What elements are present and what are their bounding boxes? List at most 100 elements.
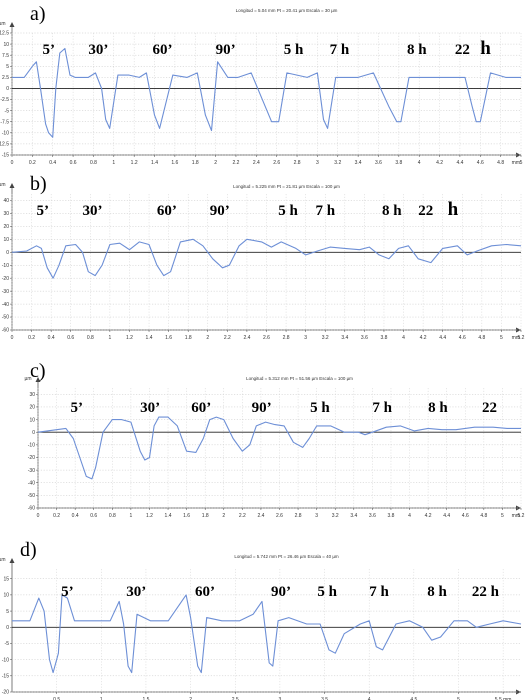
x-tick-label: 3.2 bbox=[332, 513, 339, 519]
x-tick-label: 5.5 mm bbox=[495, 697, 512, 700]
x-tick-label: 4.4 bbox=[439, 335, 446, 341]
time-annotation: 90’ bbox=[216, 42, 236, 58]
time-annotation: h bbox=[480, 38, 491, 59]
y-tick-label: 10 bbox=[3, 237, 9, 243]
y-tick-label: 2.5 bbox=[2, 75, 9, 81]
x-tick-label: 2.2 bbox=[224, 335, 231, 341]
x-tick-label: 2.2 bbox=[232, 160, 239, 166]
y-tick-label: 5 bbox=[6, 609, 9, 615]
panel-d: 15 10 5 0 -5 -10 -15 -20 0.5 1 1.5 2 2.5 3 3.5 4 4.5 5 5.5… bbox=[0, 539, 522, 700]
x-tick-label: 2.4 bbox=[257, 513, 264, 519]
x-unit-label: mm bbox=[512, 160, 520, 166]
x-tick-label: 2.8 bbox=[295, 513, 302, 519]
y-tick-label: -7.5 bbox=[0, 119, 9, 125]
y-tick-label: -20 bbox=[28, 455, 35, 461]
x-tick-label: 2 bbox=[214, 160, 217, 166]
x-tick-label: 3 bbox=[315, 513, 318, 519]
x-tick-label: 0 bbox=[11, 335, 14, 341]
time-annotation: 8 h bbox=[427, 584, 447, 600]
x-tick-label: 0.8 bbox=[109, 513, 116, 519]
x-tick-label: 2.6 bbox=[263, 335, 270, 341]
chart-info-header: Longitud = 5.742 mm Pt = 26.46 µm Escala… bbox=[234, 554, 339, 559]
time-annotation: h bbox=[448, 199, 459, 220]
x-unit-label: mm bbox=[512, 513, 520, 519]
y-tick-label: 7.5 bbox=[2, 53, 9, 59]
x-tick-label: 0.6 bbox=[70, 160, 77, 166]
time-annotation: 5’ bbox=[61, 584, 74, 600]
time-annotation: 5 h bbox=[284, 42, 304, 58]
y-tick-label: -40 bbox=[28, 480, 35, 486]
x-tick-label: 0.2 bbox=[53, 513, 60, 519]
time-annotation: 7 h bbox=[369, 584, 389, 600]
y-tick-label: -20 bbox=[2, 276, 9, 282]
x-axis-arrow bbox=[516, 152, 521, 158]
x-tick-label: 3.4 bbox=[341, 335, 348, 341]
y-tick-label: 0 bbox=[6, 250, 9, 256]
x-tick-label: 4.2 bbox=[420, 335, 427, 341]
time-annotation: 7 h bbox=[372, 400, 392, 416]
x-tick-label: 4.5 bbox=[410, 697, 417, 700]
x-tick-label: 1 bbox=[129, 513, 132, 519]
x-tick-label: 1.5 bbox=[142, 697, 149, 700]
x-tick-label: 1.4 bbox=[151, 160, 158, 166]
x-tick-label: 4.6 bbox=[462, 513, 469, 519]
x-tick-label: 4.2 bbox=[436, 160, 443, 166]
chart-info-header: Longitud = 5.04 mm Pt = 20.41 µm Escala … bbox=[236, 8, 338, 13]
y-tick-label: -15 bbox=[2, 674, 9, 680]
profile-line bbox=[11, 238, 522, 279]
y-tick-label: -20 bbox=[2, 690, 9, 696]
x-tick-label: 5 bbox=[500, 335, 503, 341]
y-axis-arrow bbox=[9, 558, 15, 563]
time-annotation: 60’ bbox=[195, 584, 215, 600]
x-tick-label: 2.2 bbox=[239, 513, 246, 519]
chart-info-header: Longitud = 5.225 mm Pt = 21.81 µm Escala… bbox=[233, 184, 340, 189]
y-tick-label: 15 bbox=[3, 576, 9, 582]
y-tick-label: -10 bbox=[2, 657, 9, 663]
x-tick-label: 3 bbox=[316, 160, 319, 166]
time-annotation: 5 h bbox=[317, 584, 337, 600]
x-tick-label: 3.8 bbox=[380, 335, 387, 341]
y-axis-arrow bbox=[9, 183, 15, 188]
y-tick-label: -10 bbox=[2, 263, 9, 269]
time-annotation: 90’ bbox=[210, 203, 230, 219]
x-tick-label: 4 bbox=[418, 160, 421, 166]
y-tick-label: -50 bbox=[28, 493, 35, 499]
y-tick-label: -50 bbox=[2, 315, 9, 321]
time-annotation: 5 h bbox=[310, 400, 330, 416]
y-tick-label: -12.5 bbox=[0, 142, 9, 148]
time-annotation: 60’ bbox=[152, 42, 172, 58]
profile-line bbox=[12, 594, 522, 674]
y-tick-label: 10 bbox=[3, 593, 9, 599]
x-tick-label: 2.6 bbox=[276, 513, 283, 519]
y-tick-label: 40 bbox=[3, 198, 9, 204]
x-tick-label: 0.8 bbox=[90, 160, 97, 166]
x-tick-label: 1.6 bbox=[183, 513, 190, 519]
x-tick-label: 4.6 bbox=[459, 335, 466, 341]
x-tick-label: 1.6 bbox=[165, 335, 172, 341]
x-tick-label: 0 bbox=[37, 513, 40, 519]
y-tick-label: 20 bbox=[29, 405, 35, 411]
x-tick-label: 1.4 bbox=[165, 513, 172, 519]
x-tick-label: 0.2 bbox=[29, 160, 36, 166]
x-tick-label: 4.4 bbox=[443, 513, 450, 519]
y-tick-label: -30 bbox=[2, 289, 9, 295]
x-tick-label: 2.8 bbox=[294, 160, 301, 166]
x-tick-label: 1 bbox=[112, 160, 115, 166]
panel-label: b) bbox=[30, 173, 47, 195]
x-tick-label: 5 bbox=[520, 160, 523, 166]
y-tick-label: -40 bbox=[2, 302, 9, 308]
time-annotation: 7 h bbox=[330, 42, 350, 58]
y-unit-label: µm bbox=[0, 21, 6, 27]
y-tick-label: -5 bbox=[5, 641, 10, 647]
x-tick-label: 5.2 bbox=[518, 335, 525, 341]
y-tick-label: -30 bbox=[28, 468, 35, 474]
x-tick-label: 3.4 bbox=[355, 160, 362, 166]
y-tick-label: -2.5 bbox=[0, 97, 9, 103]
time-annotation: 5’ bbox=[43, 42, 56, 58]
x-tick-label: 4 bbox=[402, 335, 405, 341]
x-tick-label: 2 bbox=[222, 513, 225, 519]
x-tick-label: 4.6 bbox=[477, 160, 484, 166]
x-tick-label: 0.6 bbox=[67, 335, 74, 341]
x-tick-label: 0 bbox=[11, 160, 14, 166]
x-tick-label: 4.8 bbox=[497, 160, 504, 166]
